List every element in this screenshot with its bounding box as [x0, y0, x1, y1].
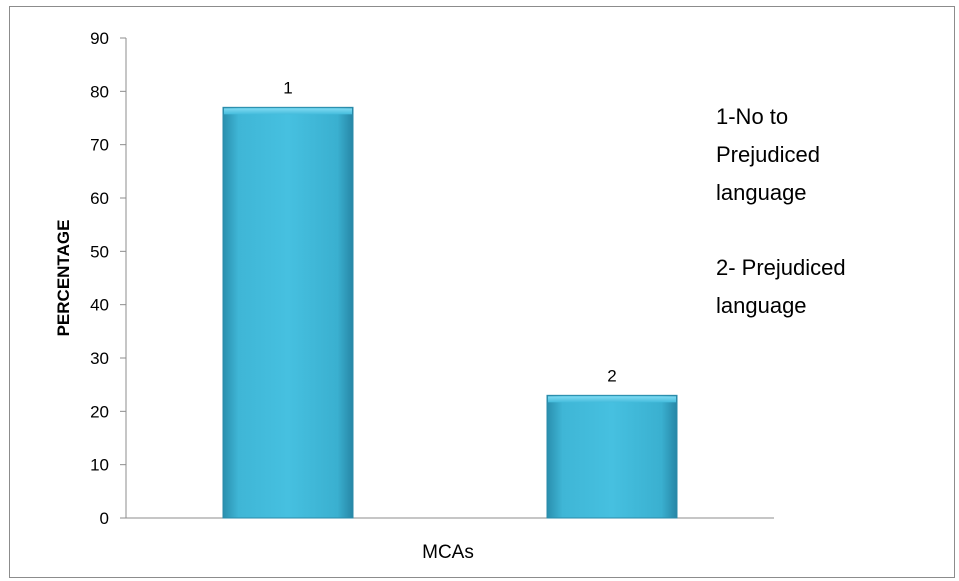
y-tick-label: 50 [90, 242, 109, 261]
y-tick-label: 10 [90, 456, 109, 475]
chart-frame [9, 6, 955, 578]
bar-data-labels: 12 [283, 78, 616, 385]
bar-data-label: 1 [283, 78, 292, 97]
bar-1 [222, 106, 354, 519]
bars [222, 106, 678, 519]
annotation-line: language [716, 293, 807, 318]
annotation-notes: 1-No to Prejudiced language 2- Prejudiced la… [716, 104, 846, 318]
y-axis-label: PERCENTAGE [54, 220, 73, 337]
annotation-line: Prejudiced [716, 142, 820, 167]
bar-top-bevel [548, 396, 676, 403]
bar-body [222, 106, 354, 519]
y-tick-label: 90 [90, 29, 109, 48]
y-tick-label: 80 [90, 82, 109, 101]
y-tick-label: 70 [90, 136, 109, 155]
y-tick-label: 20 [90, 402, 109, 421]
annotation-line: 1-No to [716, 104, 788, 129]
bar-data-label: 2 [607, 366, 616, 385]
annotation-line: 2- Prejudiced [716, 255, 846, 280]
annotation-line: language [716, 180, 807, 205]
bar-body [546, 394, 678, 519]
y-tick-label: 40 [90, 296, 109, 315]
y-tick-label: 60 [90, 189, 109, 208]
bar-top-bevel [224, 108, 352, 115]
y-tick-label: 30 [90, 349, 109, 368]
bar-2 [546, 394, 678, 519]
y-tick-label: 0 [100, 509, 109, 528]
y-axis-ticks: 0 10 20 30 40 50 60 70 80 90 [90, 29, 126, 528]
x-axis-label: MCAs [422, 542, 474, 563]
